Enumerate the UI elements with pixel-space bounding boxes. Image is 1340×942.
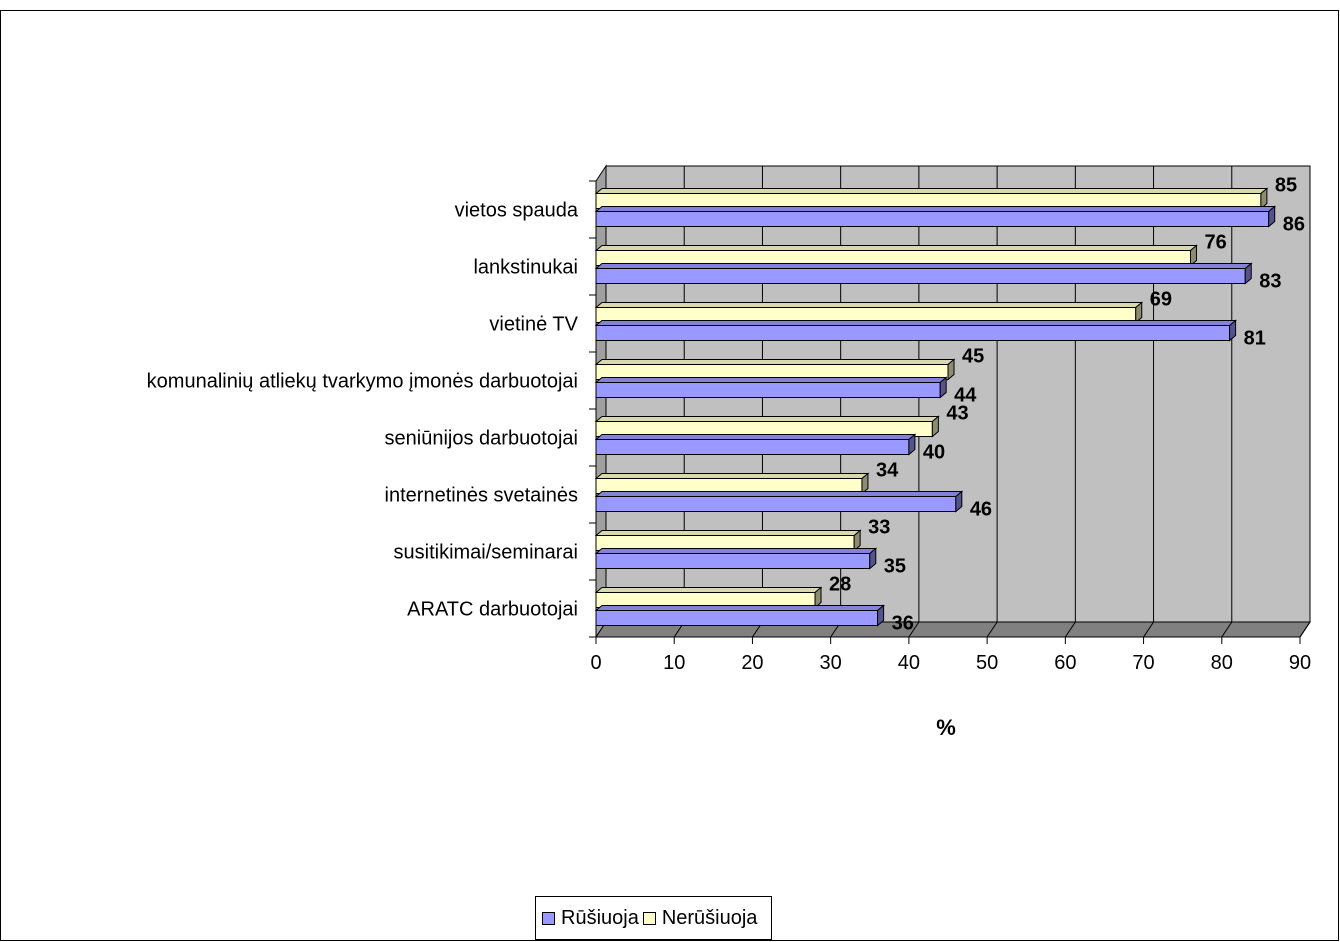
x-axis-title: % bbox=[936, 715, 956, 740]
floor-gridline bbox=[1064, 621, 1076, 638]
floor-gridline bbox=[908, 621, 920, 638]
legend-swatch-nerusiuoja bbox=[642, 911, 656, 925]
data-label: 35 bbox=[884, 556, 906, 578]
tick-labels: 0 10 20 30 40 50 60 70 80 90 bbox=[590, 652, 1311, 674]
category-label: ARATC darbuotojai bbox=[407, 599, 578, 621]
category-label: susitikimai/seminarai bbox=[394, 542, 579, 564]
bar bbox=[595, 496, 957, 512]
bar-end-face bbox=[908, 433, 916, 456]
category-label: vietinė TV bbox=[489, 314, 578, 336]
x-tick-label: 60 bbox=[1054, 652, 1076, 674]
bar bbox=[595, 553, 871, 569]
data-label: 85 bbox=[1275, 175, 1297, 197]
bar-top-face bbox=[594, 206, 1277, 212]
bar-end-face bbox=[1260, 187, 1268, 210]
bar-end-face bbox=[1244, 262, 1252, 285]
bar-end-face bbox=[861, 472, 869, 495]
category-label: komunalinių atliekų tvarkymo įmonės darb… bbox=[147, 371, 578, 393]
x-tick-label: 10 bbox=[663, 652, 685, 674]
bar-top-face bbox=[594, 605, 885, 611]
bar-end-face bbox=[1189, 244, 1197, 267]
bar-top-face bbox=[594, 320, 1237, 326]
bar bbox=[595, 211, 1270, 227]
bar-top-face bbox=[594, 245, 1198, 251]
data-label: 36 bbox=[892, 613, 914, 635]
bar-top-face bbox=[594, 530, 862, 536]
bar bbox=[595, 325, 1231, 341]
data-label: 44 bbox=[954, 385, 977, 407]
bar-end-face bbox=[1135, 301, 1143, 324]
data-label: 40 bbox=[923, 442, 945, 464]
bar-end-face bbox=[869, 547, 877, 570]
bar-top-face bbox=[594, 491, 964, 497]
floor-gridline bbox=[986, 621, 998, 638]
data-label: 33 bbox=[868, 517, 890, 539]
bar-top-face bbox=[594, 434, 917, 440]
bar-end-face bbox=[931, 415, 939, 438]
category-label: vietos spauda bbox=[455, 200, 579, 222]
data-label: 83 bbox=[1259, 271, 1281, 293]
legend-swatch-rusiuoja bbox=[542, 911, 555, 925]
bar bbox=[595, 268, 1246, 284]
bar bbox=[595, 439, 910, 455]
floor-gridline bbox=[1221, 621, 1233, 638]
bar bbox=[595, 382, 941, 398]
x-tick-label: 90 bbox=[1289, 652, 1311, 674]
bar-top-face bbox=[594, 473, 870, 479]
legend-label-rusiuoja: Rūšiuoja bbox=[561, 906, 639, 929]
bar-top-face bbox=[594, 416, 940, 422]
category-label: seniūnijos darbuotojai bbox=[385, 428, 578, 450]
bar-end-face bbox=[1268, 205, 1276, 228]
data-label: 28 bbox=[829, 574, 851, 596]
bar-end-face bbox=[1229, 319, 1237, 342]
data-label: 45 bbox=[962, 346, 984, 368]
bar-top-face bbox=[594, 548, 878, 554]
bar-top-face bbox=[594, 188, 1269, 194]
floor-gridline bbox=[1143, 621, 1154, 638]
bar-top-face bbox=[594, 263, 1253, 269]
bar-end-face bbox=[939, 376, 947, 399]
bar-top-face bbox=[594, 587, 823, 593]
category-label: internetinės svetainės bbox=[385, 485, 578, 507]
legend: Rūšiuoja Nerūšiuoja bbox=[535, 896, 773, 940]
legend-item-rusiuoja: Rūšiuoja bbox=[542, 907, 639, 930]
x-tick-label: 50 bbox=[976, 652, 998, 674]
x-tick-label: 40 bbox=[898, 652, 920, 674]
data-label: 76 bbox=[1204, 232, 1226, 254]
bar-end-face bbox=[877, 604, 885, 627]
data-label: 81 bbox=[1244, 328, 1266, 350]
floor-gridline bbox=[1299, 621, 1311, 638]
data-label: 34 bbox=[876, 460, 899, 482]
x-tick-label: 30 bbox=[820, 652, 842, 674]
bar-top-face bbox=[594, 377, 948, 383]
bar bbox=[595, 610, 879, 626]
bar-end-face bbox=[955, 490, 963, 513]
data-label: 69 bbox=[1150, 289, 1172, 311]
data-label: 86 bbox=[1283, 214, 1305, 236]
legend-item-nerusiuoja: Nerūšiuoja bbox=[642, 906, 758, 930]
x-tick-label: 70 bbox=[1132, 652, 1154, 674]
category-labels: vietos spauda lankstinukai vietinė TV komun… bbox=[147, 200, 579, 621]
bar-top-face bbox=[594, 359, 956, 365]
data-label: 43 bbox=[946, 403, 968, 425]
bar-top-face bbox=[594, 302, 1144, 308]
x-tick-label: 20 bbox=[741, 652, 763, 674]
bars bbox=[594, 187, 1277, 627]
bar-end-face bbox=[947, 358, 955, 381]
bar-end-face bbox=[814, 586, 822, 609]
category-label: lankstinukai bbox=[473, 257, 578, 279]
x-tick-label: 80 bbox=[1211, 652, 1233, 674]
bar-end-face bbox=[853, 529, 861, 552]
data-label: 46 bbox=[970, 499, 992, 521]
x-tick-label: 0 bbox=[590, 652, 601, 674]
legend-label-nerusiuoja: Nerūšiuoja bbox=[661, 906, 758, 929]
